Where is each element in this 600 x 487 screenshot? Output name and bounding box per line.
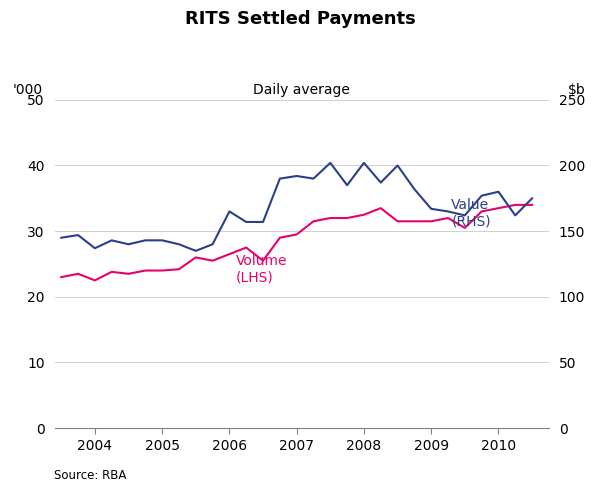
Text: Value
(RHS): Value (RHS): [451, 198, 491, 228]
Text: Source: RBA: Source: RBA: [54, 469, 127, 482]
Text: RITS Settled Payments: RITS Settled Payments: [185, 10, 415, 28]
Text: $b: $b: [568, 83, 586, 96]
Text: '000: '000: [13, 83, 43, 96]
Text: Volume
(LHS): Volume (LHS): [236, 254, 287, 284]
Title: Daily average: Daily average: [253, 83, 350, 97]
